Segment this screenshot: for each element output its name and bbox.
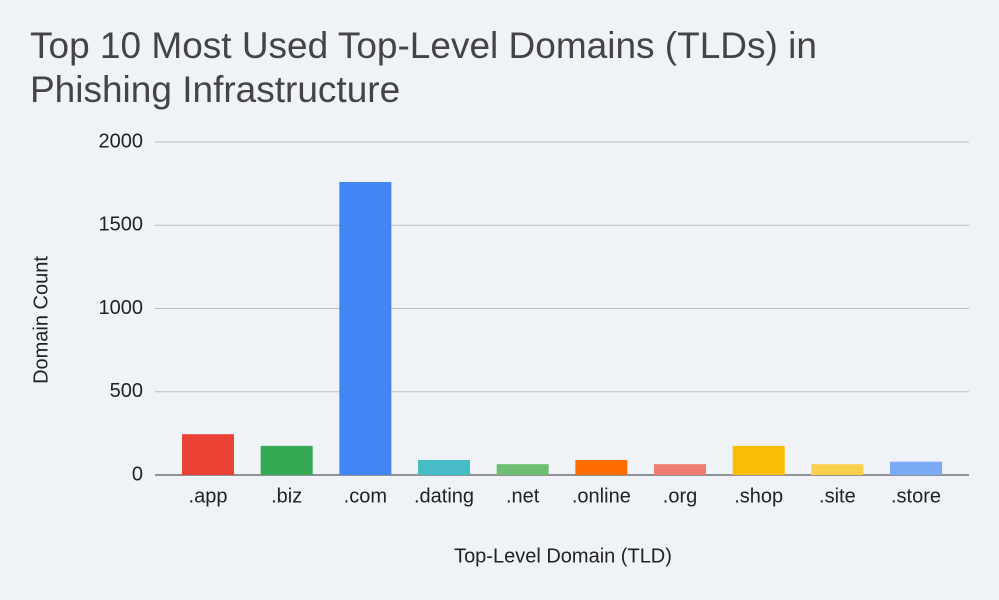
bar <box>732 445 785 475</box>
chart-title: Top 10 Most Used Top-Level Domains (TLDs… <box>30 25 817 110</box>
bar <box>811 464 864 475</box>
x-tick-label: .shop <box>734 485 783 507</box>
y-tick-label: 1500 <box>99 214 144 236</box>
bar <box>418 460 471 475</box>
x-axis-title: Top-Level Domain (TLD) <box>454 545 672 567</box>
y-tick-label: 500 <box>110 380 143 402</box>
x-tick-label: .com <box>344 485 387 507</box>
bar <box>575 460 628 475</box>
bar <box>182 434 234 475</box>
x-tick-label: .net <box>506 485 540 507</box>
bar <box>339 181 392 475</box>
x-tick-label: .app <box>189 485 228 507</box>
x-tick-label: .store <box>891 485 941 507</box>
bar <box>890 461 943 475</box>
y-tick-label: 1000 <box>99 297 144 319</box>
x-tick-label: .dating <box>414 485 474 507</box>
x-tick-label: .org <box>663 485 697 507</box>
y-axis-title: Domain Count <box>30 256 52 384</box>
x-tick-label: .biz <box>271 485 302 507</box>
bar <box>654 464 707 475</box>
bar <box>496 464 549 475</box>
y-tick-label: 2000 <box>99 130 144 152</box>
x-tick-label: .online <box>572 485 631 507</box>
bar <box>260 445 313 475</box>
x-tick-label: .site <box>819 485 856 507</box>
y-tick-label: 0 <box>132 463 143 485</box>
